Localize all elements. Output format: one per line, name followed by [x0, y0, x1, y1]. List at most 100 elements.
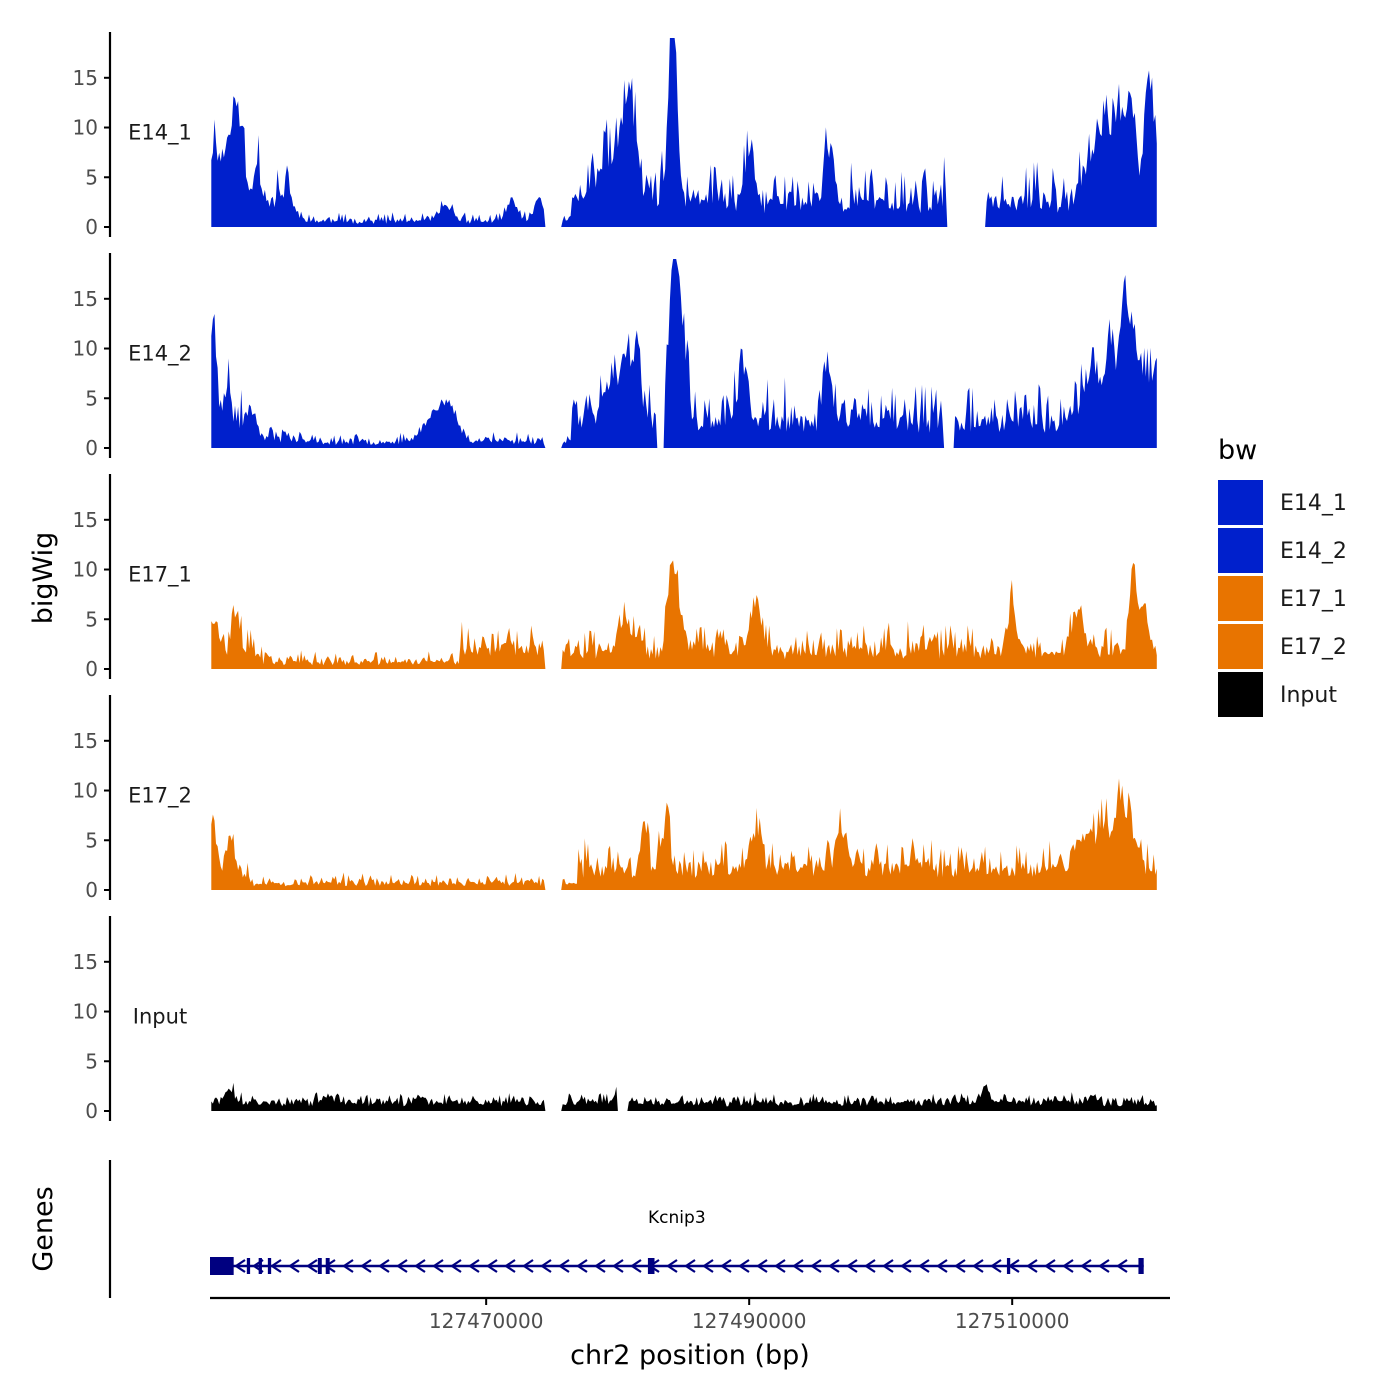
x-tick-label: 127510000 [955, 1309, 1070, 1333]
y-tick-label: 10 [73, 779, 98, 803]
y-tick-label: 0 [85, 878, 98, 902]
signal-area-Input [211, 1082, 1157, 1111]
track-label: E17_2 [128, 783, 192, 808]
track-E17_1: 0 5 10 15 E17_1 [73, 474, 1157, 681]
strand-arrow [522, 1259, 534, 1273]
track-label: E17_1 [128, 562, 192, 587]
legend-swatch [1218, 576, 1263, 621]
x-axis: 127470000 127490000 127510000 [210, 1296, 1170, 1333]
strand-arrow [990, 1259, 1002, 1273]
y-tick-label: 5 [85, 1049, 98, 1073]
y-tick-label: 0 [85, 436, 98, 460]
strand-arrow [342, 1259, 354, 1273]
strand-arrow [1080, 1259, 1092, 1273]
strand-arrow [540, 1259, 552, 1273]
legend-label: E14_1 [1280, 491, 1347, 516]
track-label: E14_2 [128, 341, 192, 366]
gene-exon [1138, 1258, 1144, 1274]
strand-arrow [414, 1259, 426, 1273]
strand-arrow [936, 1259, 948, 1273]
strand-arrow [450, 1259, 462, 1273]
strand-arrow [972, 1259, 984, 1273]
legend-label: E14_2 [1280, 539, 1347, 564]
strand-arrow [306, 1259, 318, 1273]
track-Input: 0 5 10 15 Input [73, 916, 1157, 1123]
gene-exon [317, 1258, 322, 1274]
y-tick-label: 15 [73, 66, 98, 90]
legend-swatch [1218, 480, 1263, 525]
y-tick-label: 15 [73, 950, 98, 974]
y-tick-label: 10 [73, 558, 98, 582]
strand-arrow [612, 1259, 624, 1273]
gene-exon [1006, 1258, 1011, 1274]
strand-arrow [864, 1259, 876, 1273]
strand-arrow [234, 1259, 246, 1273]
gene-exon [210, 1257, 234, 1275]
legend-swatch [1218, 624, 1263, 669]
signal-area-E17_2 [211, 778, 1157, 890]
strand-arrow [720, 1259, 732, 1273]
legend-label: E17_1 [1280, 587, 1347, 612]
legend: bw E14_1 E14_2 E17_1 E17_2 Input [1218, 435, 1347, 717]
strand-arrow [630, 1259, 642, 1273]
strand-arrow [792, 1259, 804, 1273]
strand-arrow [810, 1259, 822, 1273]
legend-title: bw [1218, 435, 1257, 466]
y-tick-label: 10 [73, 116, 98, 140]
strand-arrow [1116, 1259, 1128, 1273]
strand-arrow [738, 1259, 750, 1273]
track-E17_2: 0 5 10 15 E17_2 [73, 695, 1157, 902]
legend-item-E14_1: E14_1 [1218, 480, 1347, 525]
strand-arrow [774, 1259, 786, 1273]
x-axis-title: chr2 position (bp) [570, 1340, 810, 1371]
gene-exon [267, 1258, 272, 1274]
track-label: E14_1 [128, 120, 192, 145]
gene-exon [258, 1258, 262, 1274]
strand-arrow [684, 1259, 696, 1273]
y-tick-label: 10 [73, 1000, 98, 1024]
legend-label: E17_2 [1280, 635, 1347, 660]
y-tick-label: 0 [85, 215, 98, 239]
gene-name: Kcnip3 [648, 1208, 706, 1228]
gene-exon [325, 1258, 330, 1274]
gene-exon [647, 1258, 655, 1274]
x-tick-label: 127470000 [429, 1309, 544, 1333]
strand-arrow [918, 1259, 930, 1273]
strand-arrow [954, 1259, 966, 1273]
strand-arrow [1026, 1259, 1038, 1273]
strand-arrow [468, 1259, 480, 1273]
y-tick-label: 5 [85, 165, 98, 189]
y-tick-label: 5 [85, 828, 98, 852]
legend-item-E17_1: E17_1 [1218, 576, 1347, 621]
strand-arrow [702, 1259, 714, 1273]
y-axis-title: bigWig [28, 532, 59, 625]
y-tick-label: 10 [73, 337, 98, 361]
strand-arrow [828, 1259, 840, 1273]
strand-arrow [558, 1259, 570, 1273]
signal-area-E14_2 [211, 259, 1157, 448]
strand-arrow [432, 1259, 444, 1273]
legend-swatch [1218, 672, 1263, 717]
track-E14_1: 0 5 10 15 E14_1 [73, 32, 1157, 239]
genes-axis-title: Genes [28, 1186, 59, 1271]
legend-item-E17_2: E17_2 [1218, 624, 1347, 669]
legend-item-E14_2: E14_2 [1218, 528, 1347, 573]
legend-item-Input: Input [1218, 672, 1337, 717]
y-tick-label: 0 [85, 657, 98, 681]
track-E14_2: 0 5 10 15 E14_2 [73, 253, 1157, 460]
strand-arrow [1098, 1259, 1110, 1273]
strand-arrow [1062, 1259, 1074, 1273]
strand-arrow [396, 1259, 408, 1273]
signal-area-E14_1 [211, 38, 1157, 227]
strand-arrow [756, 1259, 768, 1273]
strand-arrow [360, 1259, 372, 1273]
strand-arrow [882, 1259, 894, 1273]
gene-track: Kcnip3 [108, 1160, 1144, 1298]
strand-arrow [900, 1259, 912, 1273]
y-tick-label: 5 [85, 607, 98, 631]
x-tick-label: 127490000 [692, 1309, 807, 1333]
strand-arrow [666, 1259, 678, 1273]
y-tick-label: 15 [73, 729, 98, 753]
